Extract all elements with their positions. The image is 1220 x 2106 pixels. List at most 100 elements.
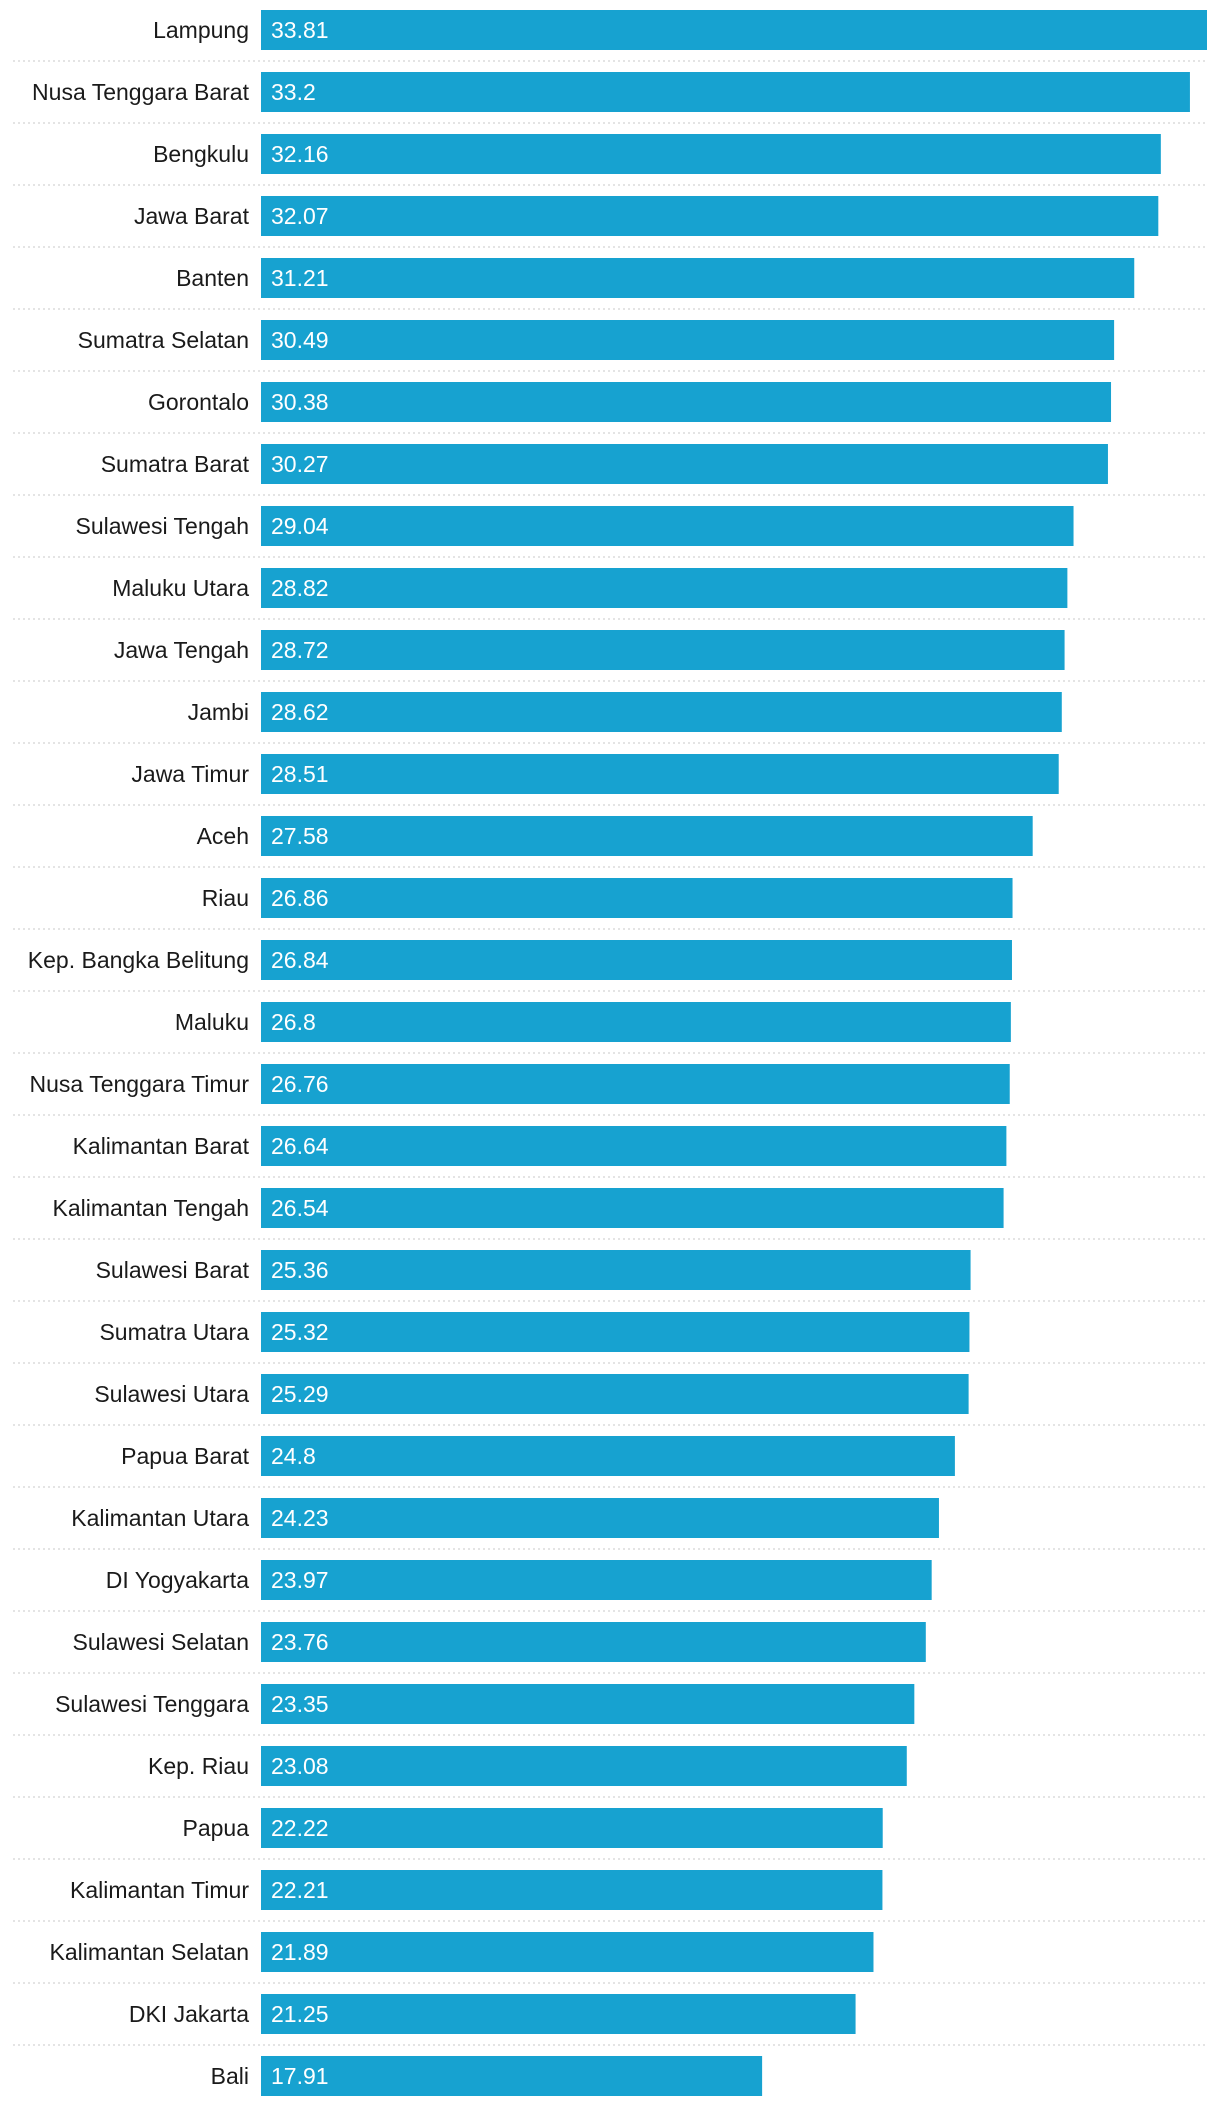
category-label: Kalimantan Barat xyxy=(73,1133,250,1159)
bar xyxy=(261,196,1159,236)
bar-row: Sumatra Utara 25.32 xyxy=(13,1312,1207,1364)
category-label: DKI Jakarta xyxy=(129,2001,249,2027)
category-label: Bali xyxy=(211,2063,249,2089)
category-label: Lampung xyxy=(153,17,249,43)
category-label: Kalimantan Utara xyxy=(71,1505,249,1531)
bar xyxy=(261,1808,883,1848)
bar-row: Lampung 33.81 xyxy=(13,10,1207,62)
category-label: Jawa Tengah xyxy=(114,637,249,663)
bar-row: Aceh 27.58 xyxy=(13,816,1207,868)
data-label: 28.72 xyxy=(271,637,329,663)
category-label: Sulawesi Tengah xyxy=(76,513,249,539)
bar-row: Kalimantan Utara 24.23 xyxy=(13,1498,1207,1550)
bar-row: Nusa Tenggara Timur 26.76 xyxy=(13,1064,1207,1116)
category-label: Jambi xyxy=(188,699,249,725)
bar-row: Papua Barat 24.8 xyxy=(13,1436,1207,1488)
bar-row: Jambi 28.62 xyxy=(13,692,1207,744)
bar-row: Sulawesi Selatan 23.76 xyxy=(13,1622,1207,1674)
bar xyxy=(261,816,1033,856)
bar-row: Kep. Riau 23.08 xyxy=(13,1746,1207,1798)
bar-row: Bengkulu 32.16 xyxy=(13,134,1207,186)
bar xyxy=(261,134,1161,174)
bar-row: DKI Jakarta 21.25 xyxy=(13,1994,1207,2046)
bar xyxy=(261,2056,763,2096)
bar-row: Papua 22.22 xyxy=(13,1808,1207,1860)
bar-row: Bali 17.91 xyxy=(211,2056,763,2096)
bar-row: Nusa Tenggara Barat 33.2 xyxy=(13,72,1207,124)
data-label: 33.2 xyxy=(271,79,316,105)
category-label: Sulawesi Barat xyxy=(96,1257,250,1283)
bar xyxy=(261,1250,971,1290)
bar-row: Sumatra Selatan 30.49 xyxy=(13,320,1207,372)
category-label: Kalimantan Selatan xyxy=(50,1939,249,1965)
data-label: 28.62 xyxy=(271,699,329,725)
bar xyxy=(261,320,1115,360)
data-label: 24.23 xyxy=(271,1505,329,1531)
category-label: Sumatra Utara xyxy=(99,1319,249,1345)
bar xyxy=(261,1870,883,1910)
data-label: 28.82 xyxy=(271,575,329,601)
category-label: Aceh xyxy=(197,823,249,849)
bar xyxy=(261,878,1013,918)
category-label: Sulawesi Utara xyxy=(94,1381,249,1407)
bar-row: Sumatra Barat 30.27 xyxy=(13,444,1207,496)
bar-row: Sulawesi Utara 25.29 xyxy=(13,1374,1207,1426)
bar xyxy=(261,1932,874,1972)
bar-row: Sulawesi Tengah 29.04 xyxy=(13,506,1207,558)
data-label: 33.81 xyxy=(271,17,329,43)
category-label: Sumatra Barat xyxy=(101,451,250,477)
data-label: 26.64 xyxy=(271,1133,329,1159)
category-label: Riau xyxy=(202,885,249,911)
data-label: 23.08 xyxy=(271,1753,329,1779)
bar xyxy=(261,1374,969,1414)
category-label: Maluku Utara xyxy=(112,575,249,601)
bar xyxy=(261,692,1062,732)
data-label: 32.16 xyxy=(271,141,329,167)
category-label: Kalimantan Timur xyxy=(70,1877,249,1903)
bar xyxy=(261,1064,1010,1104)
bar xyxy=(261,506,1074,546)
data-label: 26.84 xyxy=(271,947,329,973)
bar xyxy=(261,568,1068,608)
category-label: DI Yogyakarta xyxy=(106,1567,249,1593)
data-label: 17.91 xyxy=(271,2063,329,2089)
bar-row: Jawa Barat 32.07 xyxy=(13,196,1207,248)
bar xyxy=(261,1684,915,1724)
bar-row: DI Yogyakarta 23.97 xyxy=(13,1560,1207,1612)
bar-row: Jawa Timur 28.51 xyxy=(13,754,1207,806)
data-label: 25.32 xyxy=(271,1319,329,1345)
bar xyxy=(261,1622,926,1662)
data-label: 26.8 xyxy=(271,1009,316,1035)
data-label: 22.21 xyxy=(271,1877,329,1903)
category-label: Maluku xyxy=(175,1009,249,1035)
data-label: 27.58 xyxy=(271,823,329,849)
bar xyxy=(261,1746,907,1786)
bar xyxy=(261,382,1112,422)
data-label: 30.38 xyxy=(271,389,329,415)
bar xyxy=(261,754,1059,794)
category-label: Gorontalo xyxy=(148,389,249,415)
category-label: Sulawesi Tenggara xyxy=(55,1691,249,1717)
bar xyxy=(261,444,1108,484)
bar-row: Kalimantan Timur 22.21 xyxy=(13,1870,1207,1922)
data-label: 21.25 xyxy=(271,2001,329,2027)
bar xyxy=(261,630,1065,670)
bar xyxy=(261,1312,970,1352)
category-label: Kep. Riau xyxy=(148,1753,249,1779)
bar xyxy=(261,72,1190,112)
bar xyxy=(261,1560,932,1600)
data-label: 22.22 xyxy=(271,1815,329,1841)
bar-row: Kep. Bangka Belitung 26.84 xyxy=(13,940,1207,992)
data-label: 26.54 xyxy=(271,1195,329,1221)
bar-row: Sulawesi Tenggara 23.35 xyxy=(13,1684,1207,1736)
data-label: 26.76 xyxy=(271,1071,329,1097)
data-label: 21.89 xyxy=(271,1939,329,1965)
bar-row: Kalimantan Barat 26.64 xyxy=(13,1126,1207,1178)
bar-row: Jawa Tengah 28.72 xyxy=(13,630,1207,682)
category-label: Nusa Tenggara Timur xyxy=(30,1071,250,1097)
bar xyxy=(261,258,1135,298)
data-label: 25.36 xyxy=(271,1257,329,1283)
bar-row: Kalimantan Selatan 21.89 xyxy=(13,1932,1207,1984)
